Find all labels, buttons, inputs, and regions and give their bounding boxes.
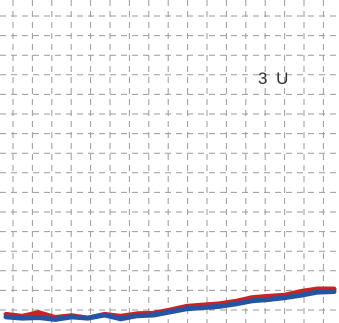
series-line-2 [3, 289, 337, 322]
chart-series-layer [3, 286, 337, 322]
chart-annotation: 3 U [258, 69, 290, 88]
